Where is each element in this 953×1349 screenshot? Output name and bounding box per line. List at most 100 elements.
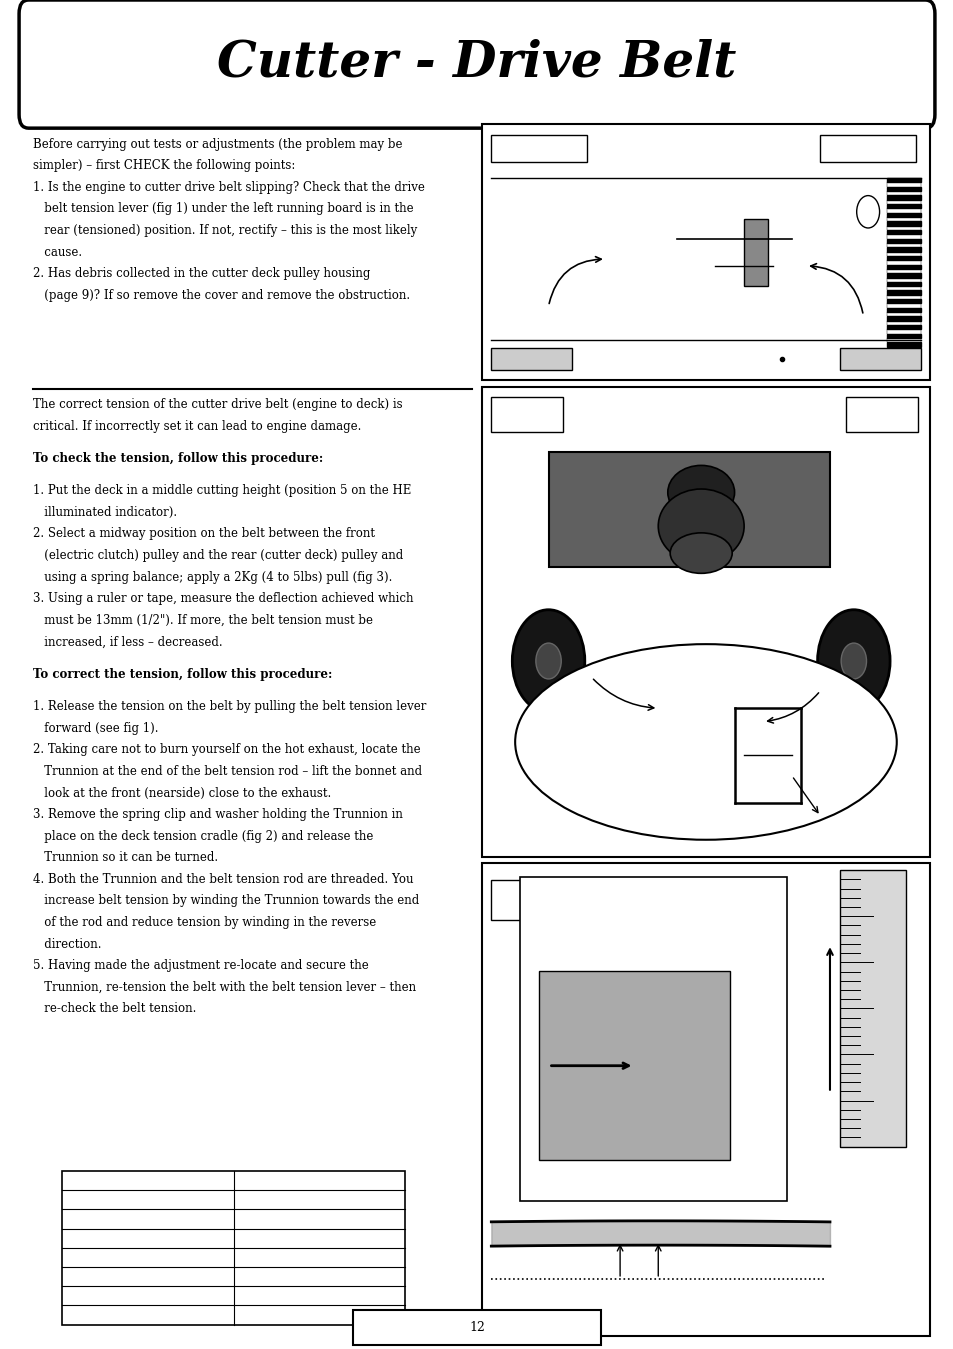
Polygon shape [886,325,920,329]
Text: 3. Using a ruler or tape, measure the deflection achieved which: 3. Using a ruler or tape, measure the de… [33,592,414,606]
Polygon shape [886,196,920,200]
Polygon shape [886,186,920,192]
Bar [519,877,786,1201]
Polygon shape [886,339,920,343]
Text: using a spring balance; apply a 2Kg (4 to 5lbs) pull (fig 3).: using a spring balance; apply a 2Kg (4 t… [33,571,393,584]
Polygon shape [886,312,920,317]
Text: 2. Taking care not to burn yourself on the hot exhaust, locate the: 2. Taking care not to burn yourself on t… [33,743,420,757]
Bar [839,348,920,370]
Polygon shape [886,213,920,217]
Polygon shape [886,178,920,182]
Text: must be 13mm (1/2"). If more, the belt tension must be: must be 13mm (1/2"). If more, the belt t… [33,614,373,627]
Polygon shape [886,208,920,213]
Text: cause.: cause. [33,246,82,259]
Circle shape [856,196,879,228]
Bar [481,863,929,1336]
Text: 2. Select a midway position on the belt between the front: 2. Select a midway position on the belt … [33,527,375,541]
Text: direction.: direction. [33,938,102,951]
Text: Cutter - Drive Belt: Cutter - Drive Belt [217,39,736,88]
Text: illuminated indicator).: illuminated indicator). [33,506,177,519]
Polygon shape [886,299,920,304]
Polygon shape [886,251,920,256]
Text: 3. Remove the spring clip and washer holding the Trunnion in: 3. Remove the spring clip and washer hol… [33,808,403,822]
Bar [353,1310,600,1345]
Text: of the rod and reduce tension by winding in the reverse: of the rod and reduce tension by winding… [33,916,376,929]
Polygon shape [886,256,920,260]
Ellipse shape [667,465,734,519]
Circle shape [536,643,560,679]
Polygon shape [886,282,920,286]
Text: 1. Release the tension on the belt by pulling the belt tension lever: 1. Release the tension on the belt by pu… [33,700,426,714]
Polygon shape [886,229,920,235]
Text: To correct the tension, follow this procedure:: To correct the tension, follow this proc… [33,668,333,681]
Text: Trunnion at the end of the belt tension rod – lift the bonnet and: Trunnion at the end of the belt tension … [33,765,422,778]
Polygon shape [886,329,920,333]
Text: The correct tension of the cutter drive belt (engine to deck) is: The correct tension of the cutter drive … [33,398,402,411]
Text: (electric clutch) pulley and the rear (cutter deck) pulley and: (electric clutch) pulley and the rear (c… [33,549,403,563]
Polygon shape [886,182,920,186]
Text: critical. If incorrectly set it can lead to engine damage.: critical. If incorrectly set it can lead… [33,420,361,433]
Polygon shape [886,243,920,247]
Bar [538,971,729,1160]
Polygon shape [886,278,920,282]
Text: re-check the belt tension.: re-check the belt tension. [33,1002,196,1016]
Polygon shape [886,274,920,278]
Bar [491,397,562,432]
Text: (page 9)? If so remove the cover and remove the obstruction.: (page 9)? If so remove the cover and rem… [33,289,410,302]
Polygon shape [886,204,920,208]
Circle shape [817,610,889,712]
Text: rear (tensioned) position. If not, rectify – this is the most likely: rear (tensioned) position. If not, recti… [33,224,417,237]
Text: increase belt tension by winding the Trunnion towards the end: increase belt tension by winding the Tru… [33,894,419,908]
Polygon shape [886,304,920,308]
Polygon shape [886,217,920,221]
Polygon shape [886,317,920,321]
Polygon shape [886,225,920,229]
Polygon shape [886,264,920,268]
Bar [62,1171,405,1325]
Bar [491,135,586,162]
Polygon shape [886,290,920,295]
Text: 5. Having made the adjustment re-locate and secure the: 5. Having made the adjustment re-locate … [33,959,369,973]
Polygon shape [886,235,920,239]
Ellipse shape [669,533,732,573]
Bar [481,124,929,380]
Text: Trunnion so it can be turned.: Trunnion so it can be turned. [33,851,218,865]
Bar [481,387,929,857]
Text: increased, if less – decreased.: increased, if less – decreased. [33,635,223,649]
Circle shape [841,643,865,679]
Bar [845,397,917,432]
Text: To check the tension, follow this procedure:: To check the tension, follow this proced… [33,452,323,465]
Polygon shape [886,239,920,243]
Bar [743,219,767,286]
Polygon shape [886,192,920,196]
Polygon shape [886,221,920,225]
Polygon shape [886,295,920,299]
Text: forward (see fig 1).: forward (see fig 1). [33,722,159,735]
Polygon shape [886,343,920,347]
Text: 2. Has debris collected in the cutter deck pulley housing: 2. Has debris collected in the cutter de… [33,267,371,281]
Bar [548,452,829,567]
Bar [491,348,572,370]
Polygon shape [886,268,920,274]
Circle shape [512,610,584,712]
Bar [820,135,915,162]
Polygon shape [886,260,920,264]
FancyBboxPatch shape [19,0,934,128]
Text: 1. Put the deck in a middle cutting height (position 5 on the HE: 1. Put the deck in a middle cutting heig… [33,484,412,498]
Ellipse shape [658,488,743,564]
Polygon shape [886,333,920,339]
Polygon shape [886,286,920,290]
Text: 1. Is the engine to cutter drive belt slipping? Check that the drive: 1. Is the engine to cutter drive belt sl… [33,181,425,194]
Polygon shape [886,321,920,325]
Text: Trunnion, re-tension the belt with the belt tension lever – then: Trunnion, re-tension the belt with the b… [33,981,416,994]
Text: place on the deck tension cradle (fig 2) and release the: place on the deck tension cradle (fig 2)… [33,830,374,843]
Bar [491,880,553,920]
Polygon shape [886,200,920,204]
Polygon shape [886,308,920,312]
Text: belt tension lever (fig 1) under the left running board is in the: belt tension lever (fig 1) under the lef… [33,202,414,216]
Text: look at the front (nearside) close to the exhaust.: look at the front (nearside) close to th… [33,786,332,800]
Bar [839,870,905,1147]
Text: Before carrying out tests or adjustments (the problem may be: Before carrying out tests or adjustments… [33,138,402,151]
Text: 12: 12 [469,1321,484,1334]
Text: 4. Both the Trunnion and the belt tension rod are threaded. You: 4. Both the Trunnion and the belt tensio… [33,873,414,886]
